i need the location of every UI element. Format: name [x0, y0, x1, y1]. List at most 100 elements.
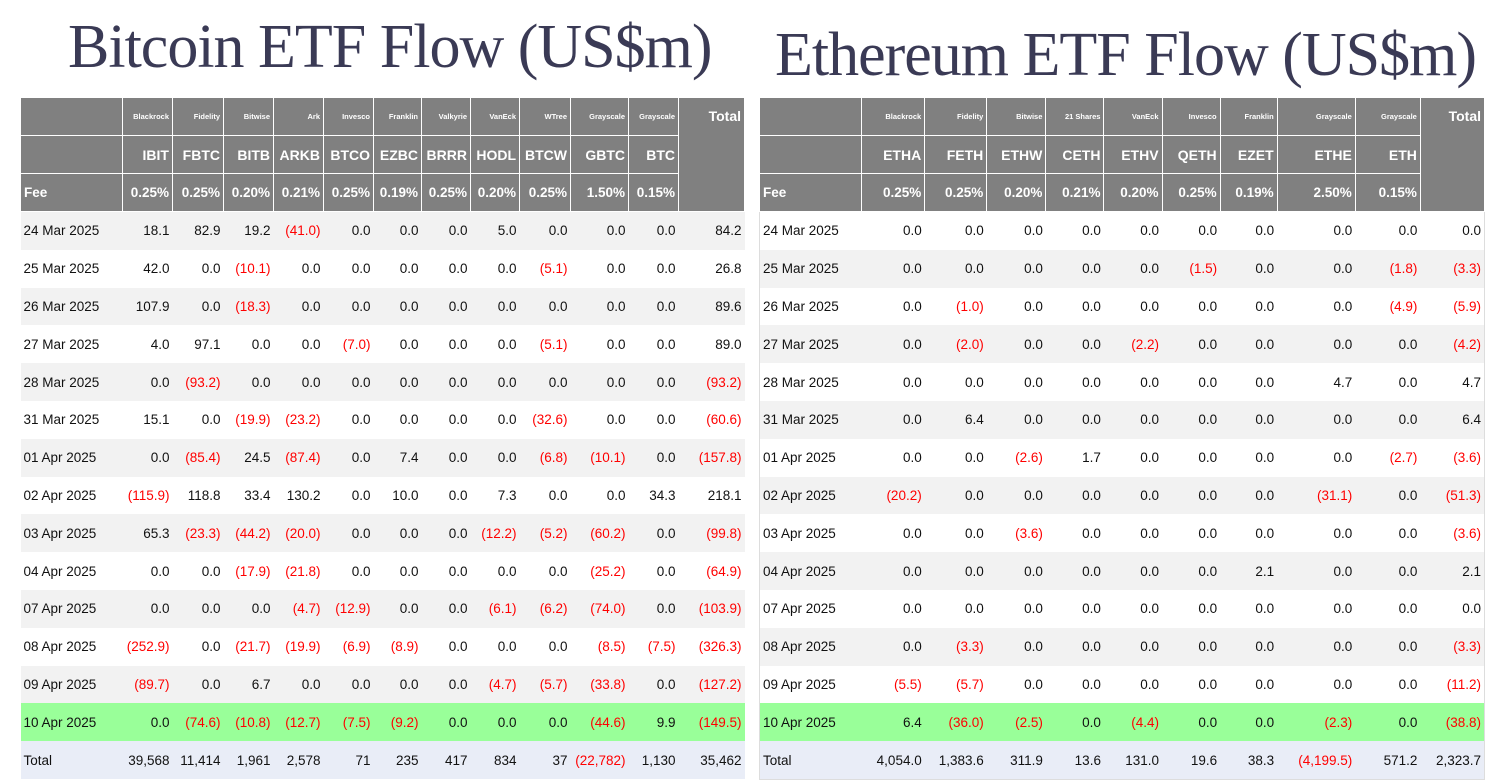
issuer-name: Valkyrie — [421, 97, 471, 136]
table-row: 27 Mar 2025 4.0 97.1 0.0 0.0 (7.0) 0.0 0.0 0.0 (5… — [21, 325, 745, 363]
flow-value: 10.0 — [392, 487, 419, 503]
flow-value: 82.9 — [172, 211, 224, 250]
flow-value: (18.3) — [223, 287, 274, 326]
flow-value: 0.0 — [1045, 552, 1104, 590]
cumulative-total: 417 — [421, 741, 471, 779]
flow-value: 0.0 — [1277, 552, 1356, 590]
ticker-symbol: BTCO — [323, 135, 374, 174]
row-date: 02 Apr 2025 — [23, 487, 97, 503]
flow-value: 0.0 — [965, 525, 984, 541]
flow-value: (12.9) — [323, 589, 374, 628]
flow-value: 0.0 — [656, 412, 676, 428]
flow-value: 0.0 — [606, 336, 626, 352]
ethereum-etf-flow-title: Ethereum ETF Flow (US$m) — [775, 21, 1477, 89]
fee-value: 2.50% — [1276, 173, 1356, 212]
row-total: (60.6) — [706, 412, 742, 428]
flow-value: (8.5) — [597, 639, 626, 655]
row-total: 26.8 — [715, 261, 742, 277]
flow-value: 0.0 — [373, 665, 422, 704]
issuer-name: Blackrock — [122, 97, 173, 136]
flow-value: (23.3) — [172, 514, 224, 553]
flow-value: 0.0 — [1198, 223, 1218, 239]
flow-value: 0.0 — [1140, 676, 1160, 692]
flow-value: 0.0 — [1082, 525, 1101, 541]
flow-value: 0.0 — [351, 261, 371, 277]
flow-value: 0.0 — [1277, 325, 1356, 364]
flow-value: 0.0 — [399, 412, 419, 428]
ticker-symbol: ETHE — [1276, 135, 1356, 174]
flow-value: 0.0 — [273, 287, 324, 326]
flow-value: 0.0 — [122, 589, 173, 628]
issuer-name: Grayscale — [628, 97, 679, 136]
table-row: 02 Apr 2025 (115.9) 118.8 33.4 130.2 0.0 10.0 0… — [21, 477, 745, 515]
flow-value: 0.0 — [570, 287, 629, 326]
cumulative-total: 11,414 — [172, 741, 224, 779]
flow-value: 6.4 — [924, 400, 987, 439]
flow-value: (23.2) — [285, 412, 321, 428]
flow-value: 0.0 — [861, 552, 925, 590]
row-date: 09 Apr 2025 — [20, 665, 123, 704]
issuer-name: Grayscale — [570, 97, 629, 136]
issuer-name: Blackrock — [861, 97, 926, 136]
row-date: 01 Apr 2025 — [20, 438, 123, 477]
row-total: (11.2) — [1446, 676, 1481, 692]
cumulative-total: 4,054.0 — [861, 741, 925, 780]
cumulative-total: 235 — [373, 741, 422, 779]
flow-value: 0.0 — [1355, 325, 1421, 364]
flow-value: (31.1) — [1277, 476, 1356, 515]
row-date: 31 Mar 2025 — [23, 412, 100, 428]
flow-value: 0.0 — [1277, 400, 1356, 439]
flow-value: 0.0 — [1355, 627, 1421, 666]
flow-value: 0.0 — [497, 412, 517, 428]
row-date: 26 Mar 2025 — [763, 298, 839, 314]
flow-value: 0.0 — [201, 639, 221, 655]
flow-value: 0.0 — [1255, 298, 1275, 314]
issuer-name: Ark — [273, 97, 324, 136]
flow-value: 0.0 — [1103, 627, 1163, 666]
flow-value: (17.9) — [235, 563, 271, 579]
fee-value: 0.15% — [1354, 173, 1421, 212]
flow-value: 0.0 — [373, 287, 422, 326]
fee-header-row: Fee 0.25% 0.25% 0.20% 0.21% 0.25% 0.19% 0.25% 0.… — [20, 173, 745, 212]
flow-value: 0.0 — [902, 223, 922, 239]
ticker-symbol: FETH — [924, 135, 988, 174]
row-total: (127.2) — [678, 665, 745, 704]
flow-value: (7.5) — [323, 703, 374, 742]
fee-value: 0.20% — [1103, 173, 1163, 212]
flow-value: (2.0) — [924, 325, 987, 364]
flow-value: 0.0 — [1140, 298, 1160, 314]
flow-value: 0.0 — [1140, 525, 1160, 541]
cumulative-total: 38.3 — [1220, 741, 1278, 780]
flow-value: (12.2) — [470, 514, 520, 553]
flow-value: 19.2 — [223, 211, 274, 250]
row-total: (51.3) — [1420, 476, 1485, 515]
flow-value: 0.0 — [172, 589, 224, 628]
fee-value: 0.25% — [421, 173, 471, 212]
flow-value: 0.0 — [628, 287, 679, 326]
flow-value: (6.2) — [519, 589, 571, 628]
flow-value: 1.7 — [1082, 450, 1101, 466]
flow-value: 33.4 — [244, 487, 271, 503]
flow-value: (8.9) — [390, 639, 419, 655]
issuer-name: Franklin — [373, 97, 422, 136]
flow-value: 15.1 — [143, 412, 170, 428]
fee-value: 0.25% — [861, 173, 926, 212]
row-date: 26 Mar 2025 — [20, 287, 123, 326]
flow-value: 0.0 — [1103, 249, 1163, 288]
flow-value: 0.0 — [861, 627, 925, 666]
flow-value: 0.0 — [986, 552, 1046, 590]
ticker-symbol: ARKB — [273, 135, 324, 174]
ticker-symbol: QETH — [1161, 135, 1221, 174]
table-row: 25 Mar 2025 42.0 0.0 (10.1) 0.0 0.0 0.0 0.0 0.0 (… — [21, 250, 745, 288]
flow-value: 0.0 — [323, 665, 374, 704]
row-date: 08 Apr 2025 — [23, 639, 97, 655]
flow-value: 0.0 — [1024, 601, 1043, 617]
flow-value: 0.0 — [373, 514, 422, 553]
flow-value: 0.0 — [1398, 601, 1418, 617]
row-total: 89.6 — [678, 287, 745, 326]
flow-value: 0.0 — [1162, 400, 1221, 439]
flow-value: 0.0 — [656, 336, 676, 352]
flow-value: 0.0 — [1198, 450, 1218, 466]
flow-value: 4.0 — [150, 336, 170, 352]
row-date: 28 Mar 2025 — [763, 374, 839, 390]
